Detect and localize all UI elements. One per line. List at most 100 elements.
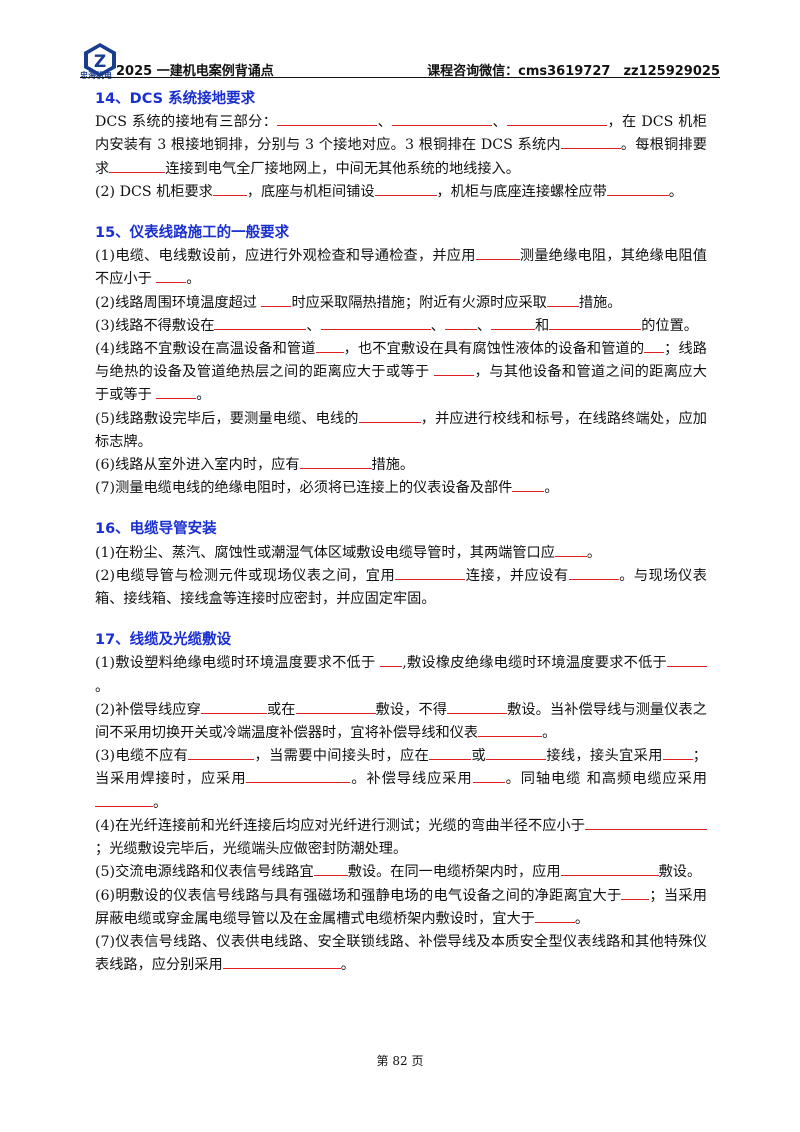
fill-in-blank[interactable] bbox=[475, 245, 520, 261]
fill-in-blank[interactable] bbox=[486, 745, 547, 761]
document-title: 2025 一建机电案例背诵点 bbox=[116, 64, 274, 79]
question-text: 。 bbox=[668, 183, 683, 200]
page-number: 第 82 页 bbox=[376, 1054, 424, 1068]
fill-in-blank[interactable] bbox=[621, 885, 650, 900]
question-text: (1)在粉尘、蒸汽、腐蚀性或潮湿气体区域敷设电缆导管时，其两端管口应 bbox=[95, 544, 555, 561]
question-text: (4)在光纤连接前和光纤连接后均应对光纤进行测试；光缆的弯曲半径不应小于 bbox=[95, 817, 585, 834]
question-text: ,敷设橡皮绝缘电缆时环境温度要求不低于 bbox=[402, 655, 668, 672]
header-divider bbox=[80, 77, 720, 78]
fill-in-blank[interactable] bbox=[560, 861, 639, 877]
fill-in-blank[interactable] bbox=[429, 745, 472, 761]
fill-in-blank[interactable] bbox=[320, 315, 431, 330]
question-text: 、 bbox=[476, 317, 492, 334]
fill-in-blank[interactable] bbox=[662, 745, 693, 761]
fill-in-blank[interactable] bbox=[512, 477, 545, 493]
question-text: 或 bbox=[471, 748, 487, 765]
question-text: 。 bbox=[196, 387, 211, 404]
question-item: (4)在光纤连接前和光纤连接后均应对光纤进行测试；光缆的弯曲半径不应小于 ；光缆敷… bbox=[95, 815, 707, 861]
fill-in-blank[interactable] bbox=[534, 908, 575, 923]
company-logo-icon: Z bbox=[84, 43, 116, 77]
question-text: ，底座与机柜间铺设 bbox=[246, 183, 375, 200]
fill-in-blank[interactable] bbox=[568, 565, 619, 580]
fill-in-blank[interactable] bbox=[156, 268, 187, 284]
question-item: (1)在粉尘、蒸汽、腐蚀性或潮湿气体区域敷设电缆导管时，其两端管口应 。 bbox=[95, 542, 707, 565]
fill-in-blank[interactable] bbox=[667, 652, 708, 668]
fill-in-blank[interactable] bbox=[261, 292, 292, 307]
fill-in-blank[interactable] bbox=[644, 338, 665, 354]
question-text: (2)线路周围环境温度超过 bbox=[95, 294, 262, 311]
question-text: 。 bbox=[340, 957, 355, 974]
question-item: (6)明敷设的仪表信号线路与具有强磁场和强静电场的电气设备之间的净距离宜大于 ；当… bbox=[95, 885, 707, 931]
contact-info: 课程咨询微信：cms3619727 zz125929025 bbox=[427, 64, 720, 79]
document-body: 14、DCS 系统接地要求 DCS 系统的接地有三部分：、、，在 DCS 机柜内安… bbox=[95, 88, 708, 995]
fill-in-blank[interactable] bbox=[222, 954, 341, 970]
question-item: DCS 系统的接地有三部分： 、 、，在 DCS 机柜内安装有 3 根接地铜排，分别… bbox=[95, 111, 707, 181]
fill-in-blank[interactable] bbox=[507, 111, 608, 127]
fill-in-blank[interactable] bbox=[374, 181, 437, 196]
fill-in-blank[interactable] bbox=[188, 745, 255, 761]
question-text: 测量绝缘电阻，其绝缘电阻值不应小于 bbox=[95, 248, 707, 288]
question-text: (6)明敷设的仪表信号线路与具有强磁场和强静电场的电气设备之间的净距离宜大于 bbox=[95, 887, 622, 904]
fill-in-blank[interactable] bbox=[246, 768, 351, 784]
question-text: 敷设，不得 bbox=[375, 701, 448, 718]
question-text: 措施。 bbox=[371, 457, 415, 474]
fill-in-blank[interactable] bbox=[635, 815, 707, 830]
question-text: 。 bbox=[586, 544, 602, 561]
question-text: 。每根铜排要求 bbox=[95, 137, 707, 177]
fill-in-blank[interactable] bbox=[295, 699, 376, 714]
fill-in-blank[interactable] bbox=[358, 408, 421, 423]
fill-in-blank[interactable] bbox=[585, 815, 635, 830]
fill-in-blank[interactable] bbox=[546, 292, 579, 307]
question-text: (1)电缆、电线敷设前，应进行外观检查和导通检查，并应用 bbox=[95, 248, 476, 265]
fill-in-blank[interactable] bbox=[299, 454, 372, 470]
question-text: ，并应进行校线和标号，在线路终端处，应加标志牌。 bbox=[95, 410, 707, 450]
question-text: (6)线路从室外进入室内时，应有 bbox=[95, 457, 300, 474]
question-text: 和 bbox=[535, 317, 550, 334]
fill-in-blank[interactable] bbox=[313, 861, 348, 877]
fill-in-blank[interactable] bbox=[95, 792, 153, 807]
fill-in-blank[interactable] bbox=[472, 768, 505, 784]
fill-in-blank[interactable] bbox=[434, 361, 475, 377]
fill-in-blank[interactable] bbox=[212, 181, 247, 196]
fill-in-blank[interactable] bbox=[277, 111, 378, 127]
fill-in-blank[interactable] bbox=[109, 158, 166, 173]
question-text: 接线，接头宜采用 bbox=[546, 748, 663, 765]
fill-in-blank[interactable] bbox=[491, 315, 536, 330]
fill-in-blank[interactable] bbox=[200, 699, 267, 714]
question-item: (3)电缆不应有 ，当需要中间接头时，应在 或 接线，接头宜采用 ；当采用焊接时，应采用… bbox=[95, 745, 707, 815]
fill-in-blank[interactable] bbox=[444, 315, 477, 330]
question-text: ；线路与绝热的设备及管道绝热层之间的距离应大于或等于 bbox=[95, 341, 707, 381]
question-text: ，与其他设备和管道之间的距离应大于或等于 bbox=[95, 364, 707, 404]
question-text: ；当采用屏蔽电缆或穿金属电缆导管以及在金属槽式电缆桥架内敷设时，宜大于 bbox=[95, 887, 707, 927]
question-text: 敷设。当补偿导线与测量仪表之间不采用切换开关或冷端温度补偿器时，宜将补偿导线和仪… bbox=[95, 701, 707, 742]
question-text: 。与现场仪表箱、接线箱、接线盒等连接时应密封，并应固定牢固。 bbox=[95, 567, 707, 608]
question-text: (5)线路敷设完毕后，要测量电缆、电线的 bbox=[95, 410, 359, 427]
question-text: 。 bbox=[544, 480, 559, 497]
section-heading: 17、线缆及光缆敷设 bbox=[95, 632, 232, 649]
question-text: 、 bbox=[377, 114, 393, 131]
fill-in-blank[interactable] bbox=[560, 134, 621, 150]
fill-in-blank[interactable] bbox=[315, 338, 344, 354]
question-text: (3)线路不得敷设在 bbox=[95, 317, 215, 334]
question-item: (2)电缆导管与检测元件或现场仪表之间，宜用 连接，并应设有 。与现场仪表箱、接线箱… bbox=[95, 565, 707, 611]
question-item: (5)线路敷设完毕后，要测量电缆、电线的 ，并应进行校线和标号，在线路终端处，应加… bbox=[95, 408, 707, 454]
fill-in-blank[interactable] bbox=[156, 384, 197, 400]
fill-in-blank[interactable] bbox=[606, 181, 669, 196]
question-text: 或在 bbox=[266, 701, 296, 718]
fill-in-blank[interactable] bbox=[549, 315, 642, 330]
fill-in-blank[interactable] bbox=[478, 722, 543, 738]
svg-text:Z: Z bbox=[94, 52, 106, 72]
fill-in-blank[interactable] bbox=[554, 542, 587, 557]
fill-in-blank[interactable] bbox=[638, 861, 659, 877]
fill-in-blank[interactable] bbox=[395, 565, 466, 580]
question-item: (3)线路不得敷设在 、 、 、 和 的位置。 bbox=[95, 315, 707, 338]
fill-in-blank[interactable] bbox=[447, 699, 508, 714]
question-text: ；光缆敷设完毕后，光缆端头应做密封防潮处理。 bbox=[95, 841, 408, 858]
question-text: 、 bbox=[306, 317, 321, 334]
fill-in-blank[interactable] bbox=[214, 315, 307, 330]
fill-in-blank[interactable] bbox=[392, 111, 493, 127]
question-text: ，也不宜敷设在具有腐蚀性液体的设备和管道的 bbox=[343, 341, 645, 358]
section-heading: 15、仪表线路施工的一般要求 bbox=[95, 225, 290, 242]
question-text: 敷设。 bbox=[658, 864, 702, 881]
fill-in-blank[interactable] bbox=[380, 652, 403, 668]
